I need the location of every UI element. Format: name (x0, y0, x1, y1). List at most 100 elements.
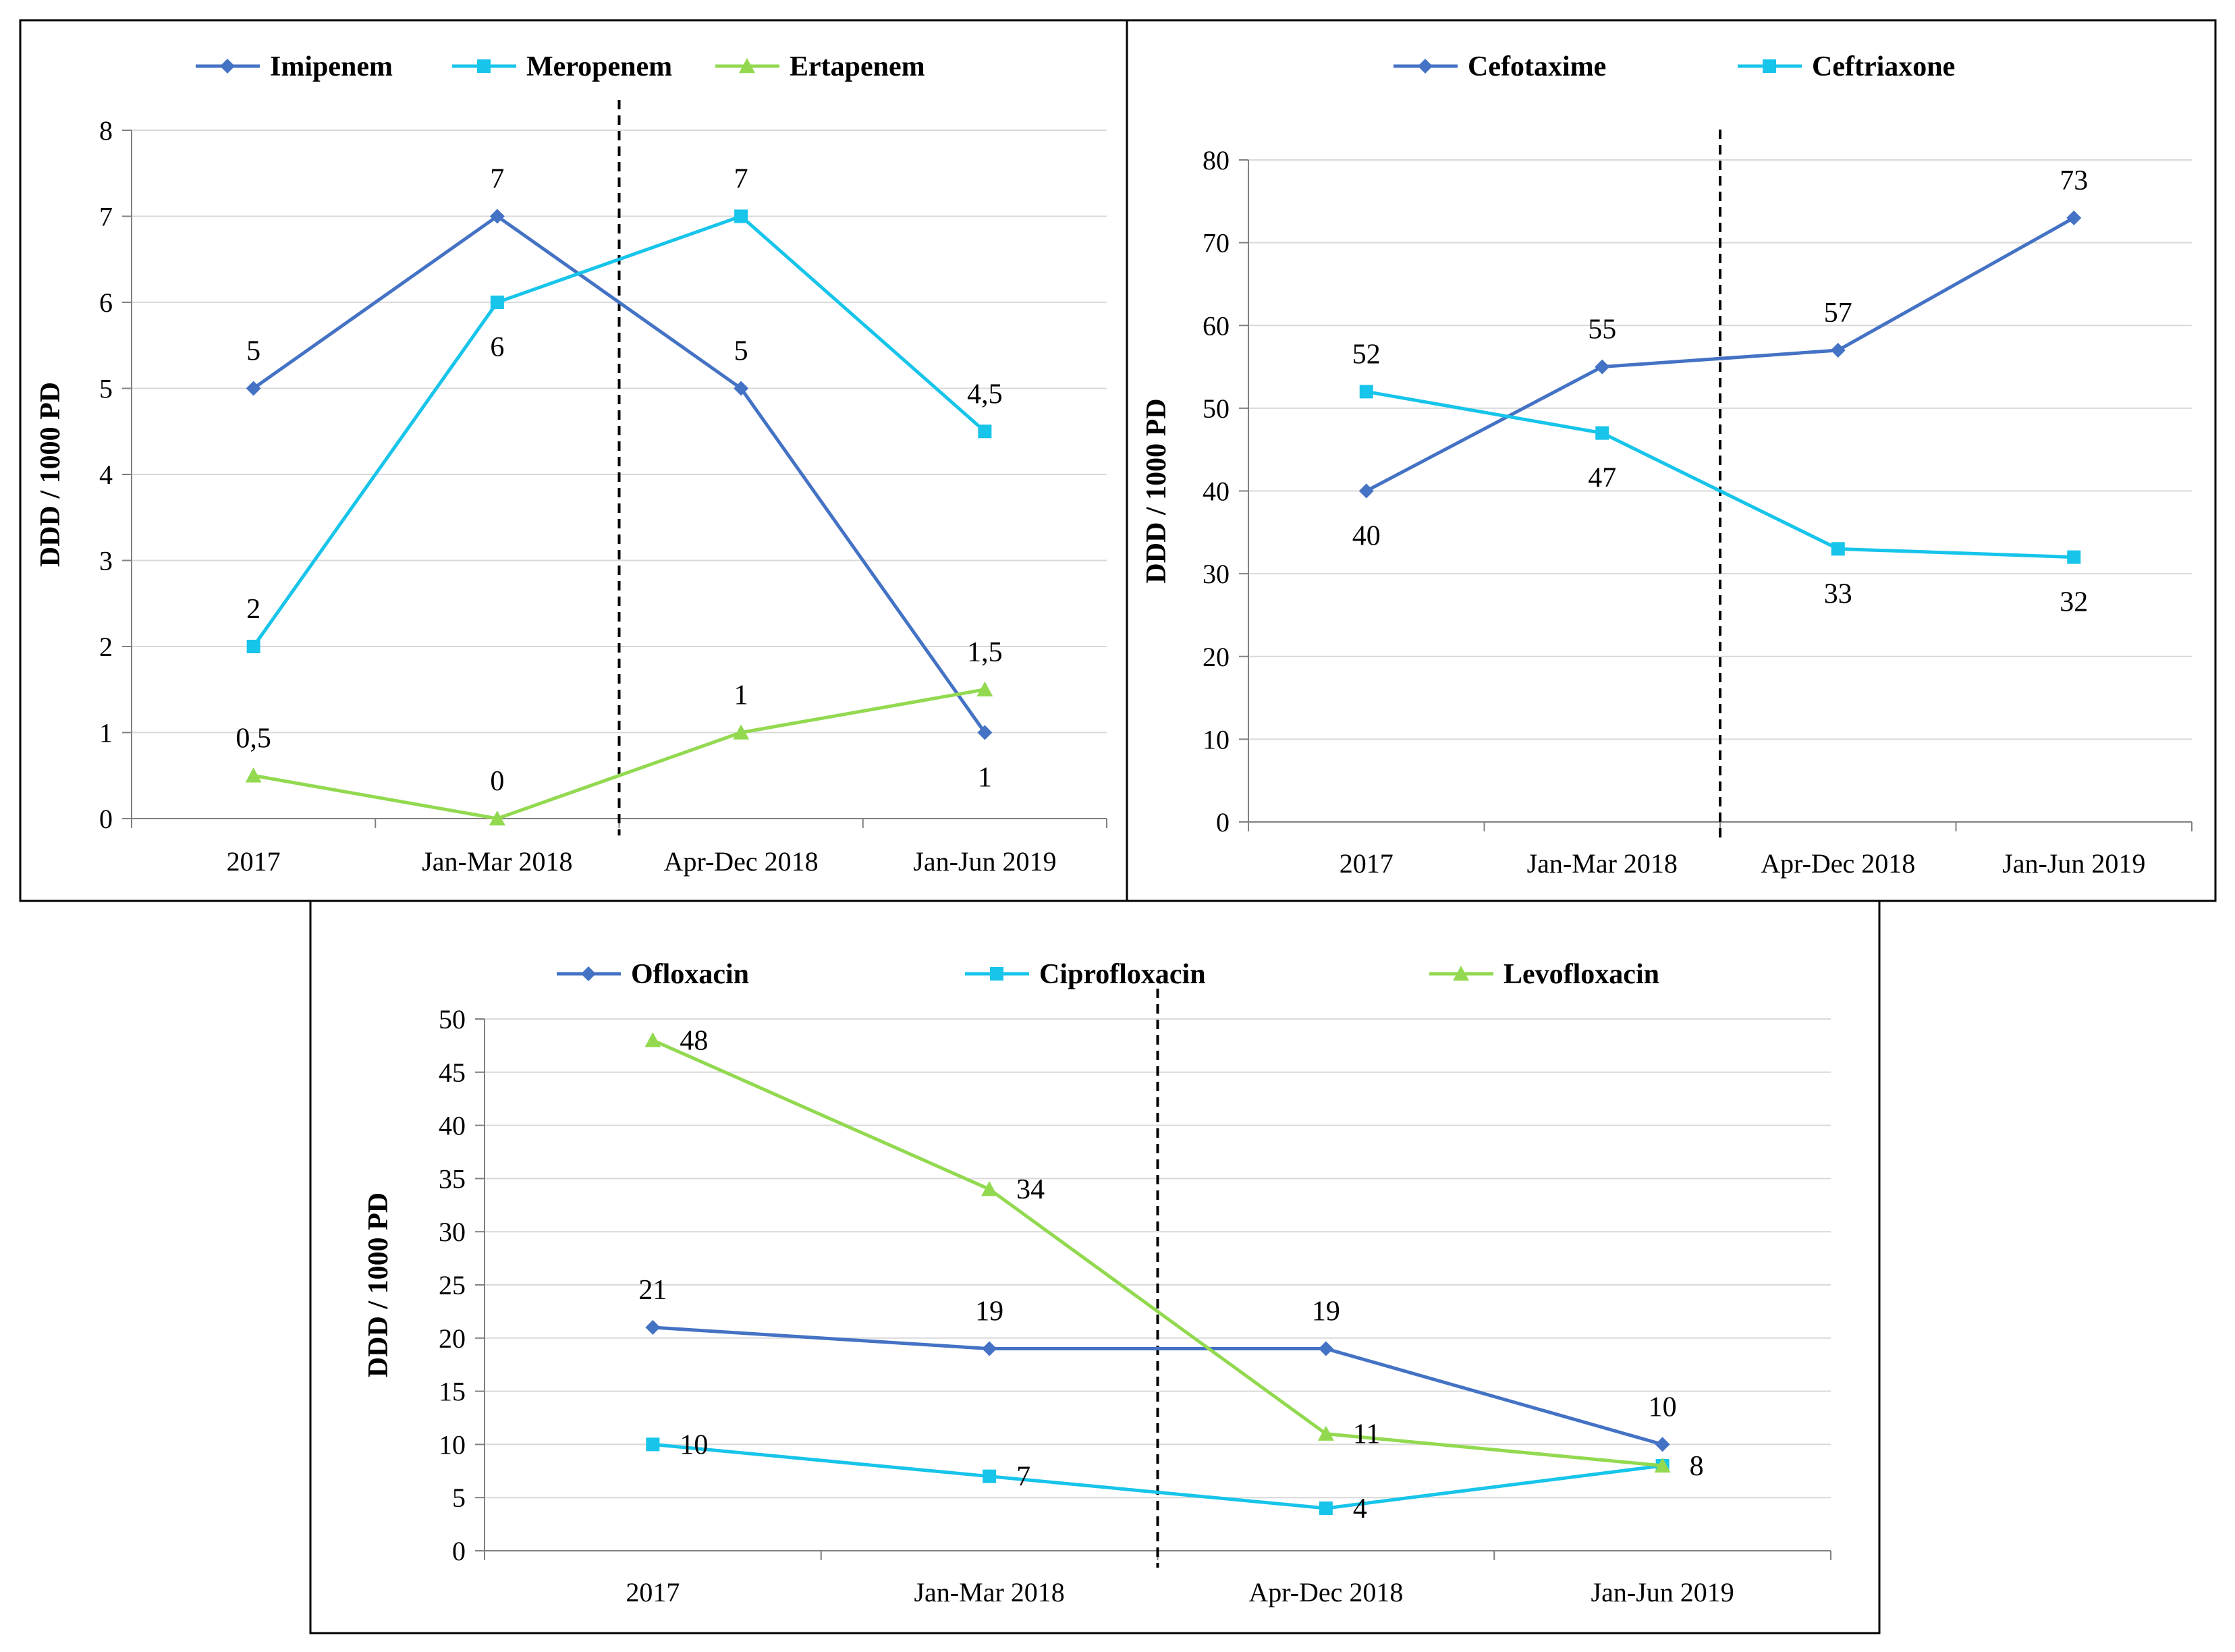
y-tick-label: 3 (99, 546, 113, 576)
data-label: 1 (734, 680, 748, 711)
series-line (652, 1039, 1663, 1468)
data-label: 7 (1016, 1462, 1030, 1493)
data-label: 5 (734, 336, 748, 367)
series-line (653, 1325, 1663, 1446)
data-label: 2 (246, 594, 260, 625)
series-cefotaxime: 40 55 57 73 (1352, 165, 2089, 552)
data-point (1830, 343, 1846, 358)
data-label: 19 (975, 1296, 1003, 1327)
panel-border (1126, 19, 2217, 902)
legend-label: Ciprofloxacin (1039, 959, 1206, 990)
data-label: 7 (490, 164, 504, 195)
data-label: 7 (734, 164, 748, 195)
y-tick-label: 0 (452, 1536, 466, 1566)
data-label: 52 (1352, 339, 1381, 370)
legend-marker (1453, 966, 1469, 981)
x-tick-label: 2017 (1340, 848, 1394, 879)
data-point (1595, 426, 1609, 440)
y-tick-label: 70 (1203, 228, 1230, 258)
y-tick-label: 0 (1216, 807, 1230, 837)
legend-item-meropenem: Meropenem (452, 51, 672, 82)
series-imipenem: 5 7 5 1 (246, 164, 993, 794)
data-point (733, 724, 750, 740)
y-axis-label: DDD / 1000 PD (1141, 398, 1172, 583)
y-tick-label: 30 (439, 1217, 466, 1247)
data-point (2066, 210, 2082, 225)
y-tick-label: 10 (439, 1429, 466, 1460)
series-line (252, 215, 987, 734)
data-point (1359, 385, 1373, 399)
legend-label: Imipenem (270, 51, 393, 82)
legend-label: Ceftriaxone (1812, 51, 1955, 82)
legend-item-levofloxacin: Levofloxacin (1429, 959, 1659, 990)
y-tick-label: 2 (99, 632, 113, 662)
y-tick-label: 20 (1203, 642, 1230, 672)
series-line (1366, 389, 2074, 559)
data-label: 21 (638, 1275, 667, 1306)
legend-marker (990, 967, 1003, 981)
legend-item-cefotaxime: Cefotaxime (1394, 51, 1606, 82)
data-point (644, 1032, 661, 1047)
data-label: 10 (680, 1429, 708, 1460)
legend-item-imipenem: Imipenem (196, 51, 393, 82)
y-tick-label: 15 (439, 1377, 466, 1407)
chart-panel-3: 0 5 10 15 20 25 30 35 40 45 50 2017 Jan-Mar 2018 Apr-… (309, 900, 1881, 1634)
legend-label: Levofloxacin (1503, 959, 1659, 990)
data-point (2067, 550, 2081, 564)
data-point (1318, 1341, 1333, 1356)
data-label: 48 (680, 1026, 708, 1057)
data-label: 8 (1690, 1451, 1704, 1482)
series-line (653, 1442, 1663, 1510)
series-ofloxacin: 21 19 19 10 (638, 1275, 1677, 1452)
y-tick-label: 10 (1203, 724, 1230, 754)
data-point (1654, 1457, 1671, 1473)
series-line (1365, 216, 2075, 493)
data-point (645, 1320, 661, 1336)
data-label: 73 (2060, 165, 2088, 196)
data-point (646, 1437, 660, 1452)
data-point (1317, 1425, 1334, 1441)
y-tick-label: 20 (439, 1323, 466, 1354)
data-label: 4 (1353, 1493, 1367, 1524)
y-tick-label: 8 (99, 115, 113, 146)
data-label: 1,5 (967, 637, 1003, 668)
series-ceftriaxone: 52 47 33 32 (1352, 339, 2089, 617)
y-tick-label: 45 (439, 1057, 466, 1088)
y-axis-label: DDD / 1000 PD (35, 382, 66, 567)
data-point (1831, 542, 1845, 556)
data-label: 40 (1352, 521, 1381, 552)
y-tick-label: 50 (439, 1004, 466, 1035)
legend-marker (739, 58, 755, 74)
legend-marker (1763, 59, 1776, 73)
data-point (976, 681, 993, 696)
legend-label: Cefotaxime (1468, 51, 1606, 82)
legend-item-ciprofloxacin: Ciprofloxacin (965, 959, 1206, 990)
data-point (977, 725, 993, 740)
legend-label: Meropenem (526, 51, 672, 82)
data-label: 6 (490, 332, 504, 363)
data-label: 0 (490, 766, 504, 797)
data-label: 57 (1824, 298, 1852, 329)
y-tick-label: 1 (99, 718, 113, 748)
panel-border (309, 900, 1881, 1634)
x-tick-label: 2017 (626, 1577, 680, 1607)
data-label: 0,5 (236, 723, 271, 754)
data-point (1319, 1501, 1333, 1515)
y-tick-label: 40 (1203, 476, 1230, 507)
data-label: 4,5 (967, 379, 1003, 410)
x-tick-label: Apr-Dec 2018 (664, 846, 819, 877)
legend-marker (581, 966, 596, 981)
x-tick-label: Jan-Mar 2018 (914, 1577, 1064, 1607)
data-label: 34 (1016, 1174, 1045, 1205)
data-point (489, 209, 505, 224)
data-point (490, 296, 504, 309)
series-line (252, 215, 987, 648)
x-tick-label: Jan-Mar 2018 (422, 846, 572, 877)
data-point (1595, 359, 1610, 375)
data-point (981, 1181, 998, 1196)
legend-label: Ertapenem (790, 51, 925, 82)
x-tick-label: 2017 (227, 846, 281, 877)
y-tick-label: 35 (439, 1163, 466, 1194)
